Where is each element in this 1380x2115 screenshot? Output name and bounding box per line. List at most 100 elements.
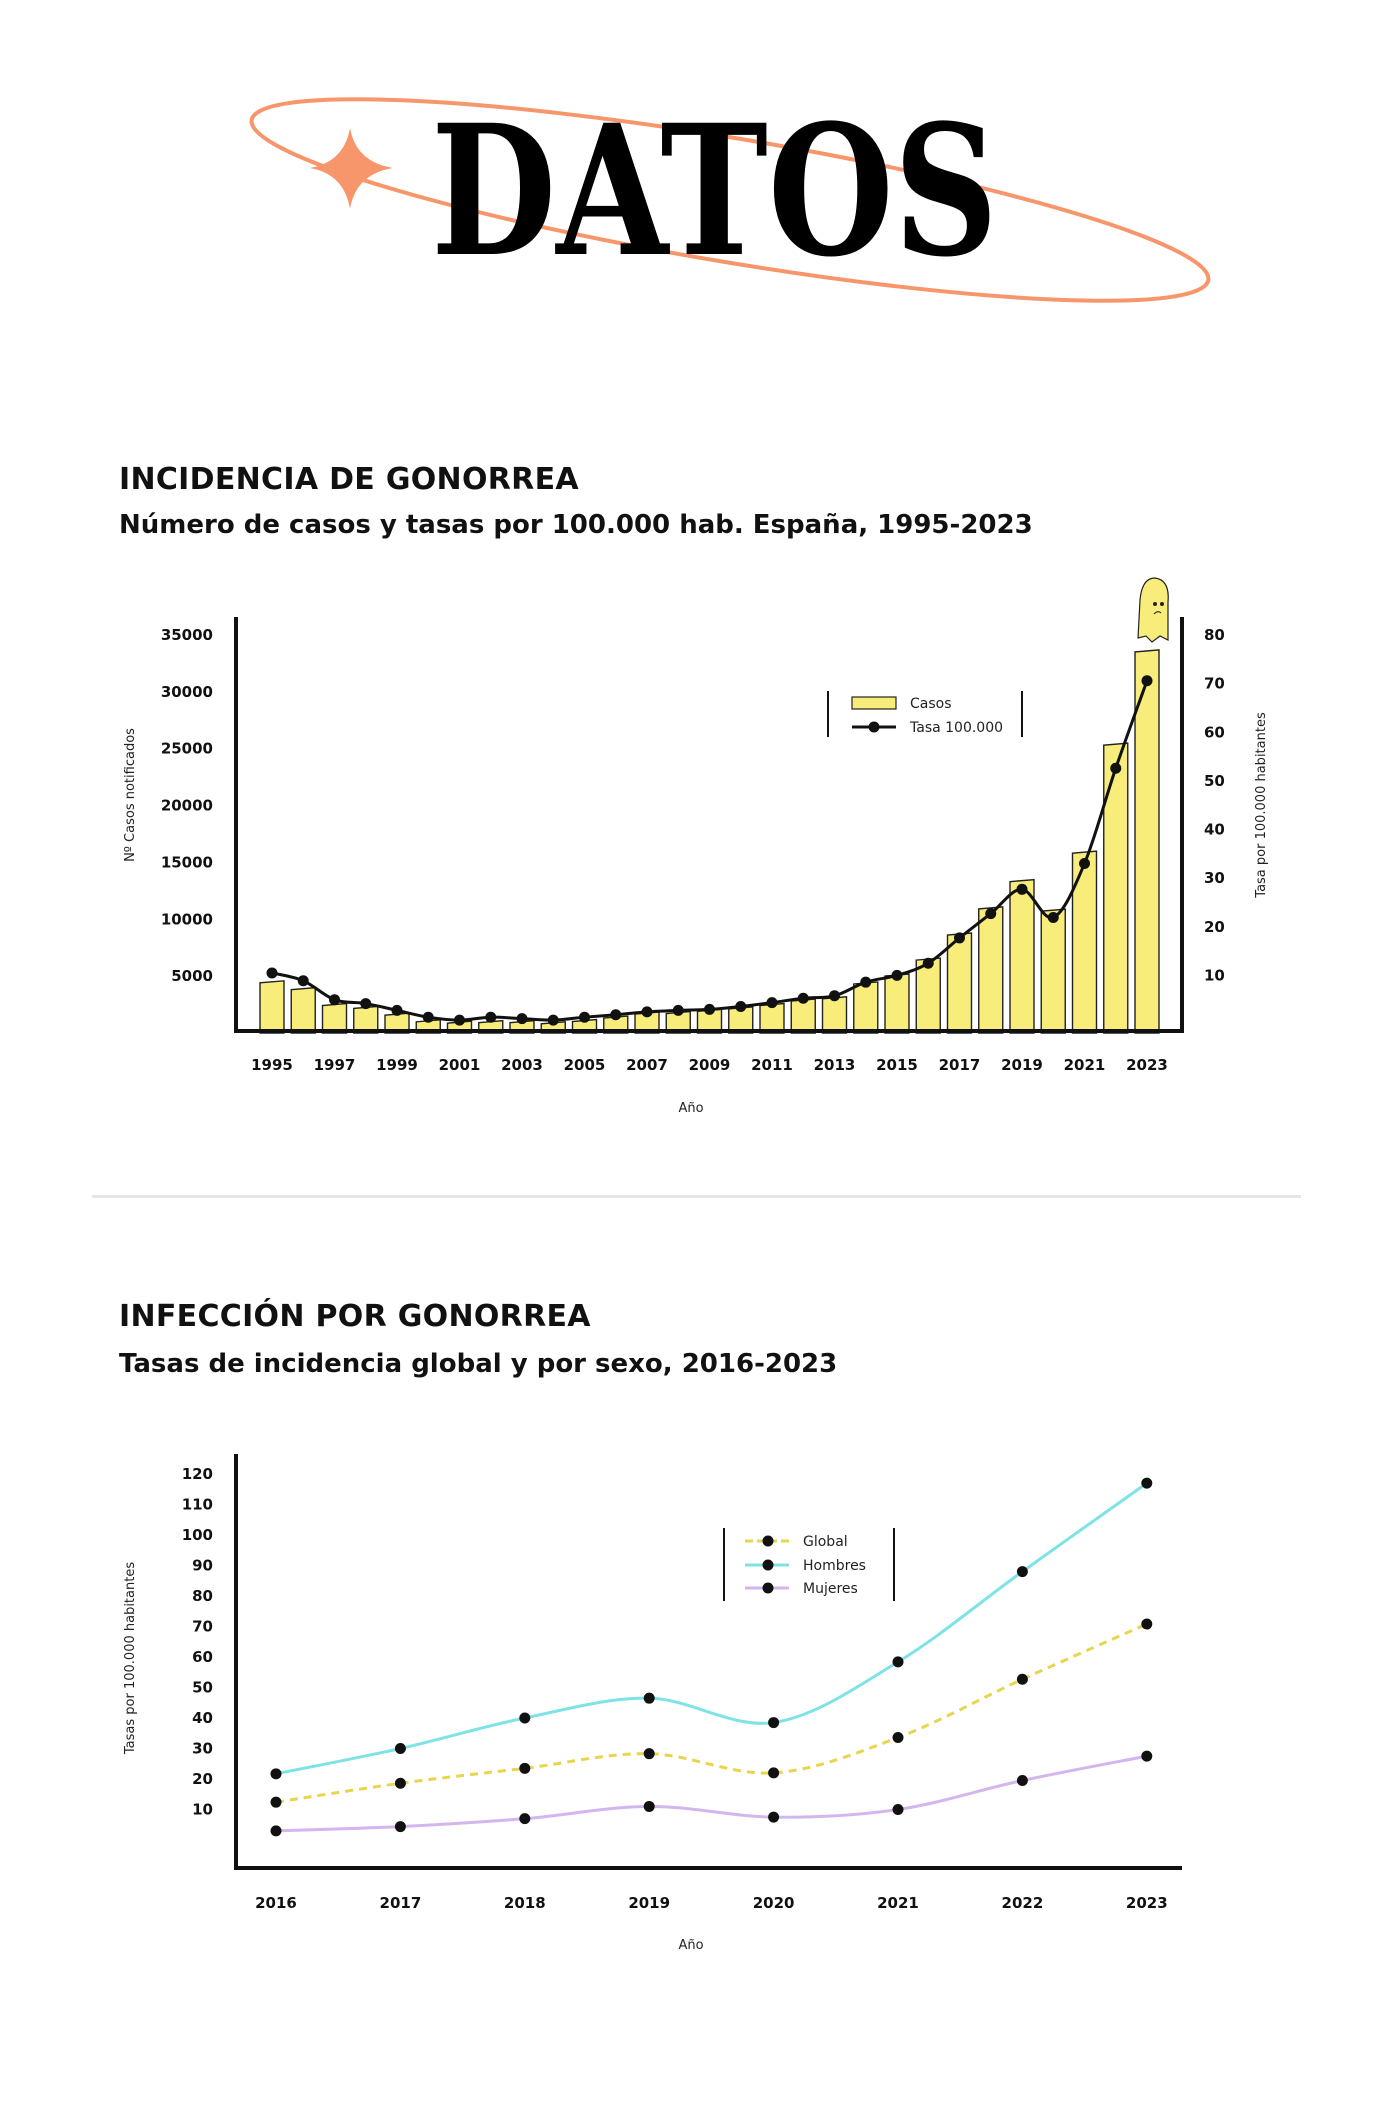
bar-casos-2021 xyxy=(1071,850,1098,1034)
bar-casos-2014 xyxy=(853,981,879,1034)
x-tick-label: 2017 xyxy=(939,1056,981,1074)
point-tasa-2003 xyxy=(516,1013,528,1025)
x-tick-label: 2001 xyxy=(439,1056,481,1074)
y-tick-label: 90 xyxy=(192,1557,213,1575)
point-tasa-2012 xyxy=(797,992,809,1004)
x-tick-label: 2015 xyxy=(876,1056,918,1074)
point-hombres-2023 xyxy=(1141,1477,1153,1489)
point-tasa-2009 xyxy=(704,1003,715,1015)
legend-label-hombres: Hombres xyxy=(803,1558,866,1574)
point-tasa-2013 xyxy=(829,990,840,1002)
bar-casos-2017 xyxy=(946,932,973,1034)
point-tasa-2022 xyxy=(1110,762,1122,774)
point-tasa-2023 xyxy=(1141,675,1153,687)
y-tick-label-right: 10 xyxy=(1204,966,1225,984)
line-mujeres xyxy=(275,1754,1148,1833)
section2-title: INFECCIÓN POR GONORREA xyxy=(119,1299,591,1334)
y-axis-title: Tasas por 100.000 habitantes xyxy=(123,1562,138,1755)
bar-casos-2016 xyxy=(915,957,941,1034)
x-tick-label: 2023 xyxy=(1126,1056,1168,1074)
y-tick-label: 100 xyxy=(182,1526,213,1544)
point-global-2016 xyxy=(270,1796,282,1808)
y-tick-label: 50 xyxy=(192,1679,213,1697)
point-mujeres-2020 xyxy=(768,1811,780,1823)
y-tick-label: 20 xyxy=(192,1770,213,1788)
legend-marker-global xyxy=(762,1535,774,1547)
point-tasa-2014 xyxy=(860,976,872,988)
y-tick-label-right: 20 xyxy=(1204,918,1225,936)
bar-casos-1995 xyxy=(259,980,285,1034)
point-tasa-2011 xyxy=(766,997,778,1009)
x-tick-label: 2013 xyxy=(814,1056,856,1074)
logo: DATOS xyxy=(249,86,1211,303)
legend: Global Hombres Mujeres xyxy=(723,1528,895,1601)
point-mujeres-2017 xyxy=(394,1821,406,1833)
y-tick-label: 25000 xyxy=(161,740,213,758)
point-tasa-2016 xyxy=(922,957,934,969)
point-hombres-2019 xyxy=(643,1692,655,1704)
line-hombres xyxy=(275,1481,1148,1776)
point-hombres-2016 xyxy=(270,1768,282,1780)
point-tasa-2004 xyxy=(547,1014,559,1026)
y-tick-label: 60 xyxy=(192,1648,213,1666)
bar-casos-2019 xyxy=(1009,878,1035,1034)
y-tick-label: 30000 xyxy=(161,683,213,701)
point-hombres-2022 xyxy=(1016,1566,1028,1578)
y-tick-label: 10000 xyxy=(161,910,213,928)
point-global-2020 xyxy=(768,1767,780,1779)
x-tick-label: 2007 xyxy=(626,1056,668,1074)
ghost-doodle-icon xyxy=(1137,577,1169,643)
x-axis-title: Año xyxy=(678,1938,703,1953)
y-tick-label: 35000 xyxy=(161,626,213,644)
point-tasa-2020 xyxy=(1047,912,1059,924)
y-axis-title-right: Tasa por 100.000 habitantes xyxy=(1254,712,1269,899)
y-tick-label-right: 60 xyxy=(1204,723,1225,741)
point-tasa-1997 xyxy=(329,994,340,1006)
point-tasa-2010 xyxy=(735,1000,747,1012)
x-tick-label: 2011 xyxy=(751,1056,793,1074)
ghost-eye xyxy=(1160,602,1164,606)
point-global-2022 xyxy=(1016,1673,1028,1685)
y-tick-label-right: 70 xyxy=(1204,675,1225,693)
legend-label-casos: Casos xyxy=(910,696,952,712)
point-tasa-1998 xyxy=(360,998,372,1010)
point-tasa-1999 xyxy=(391,1004,403,1016)
y-tick-label: 120 xyxy=(182,1465,213,1483)
ghost-body xyxy=(1137,577,1169,643)
x-tick-label: 2019 xyxy=(1001,1056,1043,1074)
point-mujeres-2021 xyxy=(892,1804,904,1815)
section1-subtitle: Número de casos y tasas por 100.000 hab.… xyxy=(119,510,1033,540)
x-tick-label: 2017 xyxy=(380,1894,422,1912)
x-tick-label: 2021 xyxy=(1064,1056,1106,1074)
chart-rates-by-sex: 10 20 30 40 50 60 70 80 90 100 110 120 2016 2017 2018 2… xyxy=(123,1454,1182,1953)
legend-swatch-casos xyxy=(851,696,897,710)
legend-marker-mujeres xyxy=(762,1582,774,1594)
legend-marker-hombres xyxy=(762,1559,774,1571)
y-tick-label: 30 xyxy=(192,1740,213,1758)
section-divider xyxy=(92,1195,1301,1198)
point-tasa-2015 xyxy=(891,969,903,981)
bar-casos-2020 xyxy=(1040,908,1066,1034)
y-tick-label: 15000 xyxy=(161,853,213,871)
y-tick-label-right: 30 xyxy=(1204,869,1225,887)
point-tasa-2017 xyxy=(954,932,965,944)
point-tasa-2005 xyxy=(579,1011,590,1023)
line-global xyxy=(275,1622,1148,1804)
legend-label-tasa: Tasa 100.000 xyxy=(909,720,1003,736)
point-tasa-2021 xyxy=(1079,858,1090,870)
x-tick-label: 2021 xyxy=(877,1894,919,1912)
ghost-mouth xyxy=(1153,611,1162,615)
logo-orbit-ellipse xyxy=(249,97,1211,303)
point-mujeres-2023 xyxy=(1141,1750,1153,1762)
chart-cases-rates: 5000 10000 15000 20000 25000 30000 35000 10 20 30… xyxy=(123,577,1269,1116)
point-global-2019 xyxy=(643,1748,655,1760)
x-tick-label: 1997 xyxy=(314,1056,356,1074)
x-tick-label: 2018 xyxy=(504,1894,546,1912)
x-tick-label: 2009 xyxy=(689,1056,731,1074)
sparkle-star-icon xyxy=(310,128,393,209)
point-tasa-2019 xyxy=(1016,883,1028,895)
x-tick-label: 2022 xyxy=(1002,1894,1044,1912)
legend-marker-tasa xyxy=(868,721,880,733)
point-tasa-2001 xyxy=(454,1014,465,1026)
